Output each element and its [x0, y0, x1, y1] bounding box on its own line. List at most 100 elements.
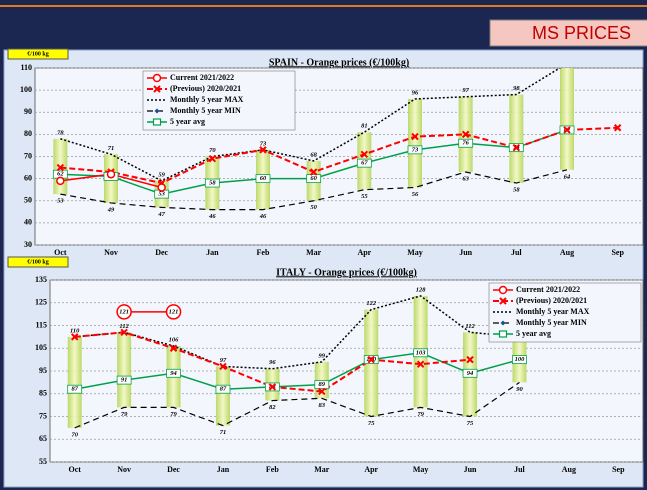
x-tick-label: Feb	[257, 248, 270, 257]
unit-label: €/100 kg	[27, 259, 49, 265]
data-label: 46	[208, 213, 216, 220]
data-label: 49	[107, 206, 115, 213]
x-tick-label: Aug	[560, 248, 574, 257]
x-tick-label: Oct	[68, 465, 81, 474]
marker	[152, 73, 162, 83]
marker	[154, 108, 160, 114]
marker	[498, 330, 508, 338]
x-tick-label: Sep	[612, 465, 625, 474]
marker	[259, 146, 267, 154]
marker	[268, 383, 277, 391]
x-tick-label: Sep	[611, 248, 624, 257]
marker	[461, 130, 470, 139]
data-label: 76	[462, 140, 469, 147]
range-bar	[215, 366, 230, 426]
label-box	[67, 384, 83, 394]
x-tick-label: Mar	[306, 248, 322, 257]
legend-label: Monthly 5 year MIN	[170, 106, 241, 115]
data-label: 122	[366, 300, 377, 307]
marker	[499, 297, 507, 305]
marker	[500, 320, 506, 326]
data-label: 60	[260, 175, 267, 182]
data-label: 75	[368, 420, 375, 427]
data-label: 112	[465, 323, 475, 330]
data-label: 106	[169, 336, 180, 343]
marker	[411, 132, 419, 141]
y-tick-label: 85	[39, 389, 47, 398]
data-label: 90	[516, 386, 523, 393]
x-tick-label: Jul	[511, 248, 522, 257]
data-label: 97	[462, 87, 469, 94]
marker	[309, 168, 318, 176]
marker	[563, 126, 571, 134]
data-label: 94	[170, 370, 177, 377]
marker	[360, 150, 369, 158]
y-tick-label: 30	[24, 240, 32, 249]
label-box	[204, 178, 220, 188]
plot: 78 71 59 70 73 68 81 96 97 98 53 49 47 46 46 50 55 56 63 58…	[52, 68, 622, 220]
legend-box	[142, 70, 296, 131]
data-label: 121	[169, 308, 179, 315]
marker	[219, 362, 227, 371]
legend-label: Monthly 5 year MAX	[170, 95, 244, 104]
y-tick-label: 60	[24, 173, 32, 182]
data-label: 50	[310, 204, 317, 211]
y-tick-label: 125	[35, 298, 47, 307]
data-label: 91	[121, 377, 128, 384]
unit-box	[7, 256, 69, 268]
legend-label: 5 year avg	[516, 329, 551, 338]
legend-box	[488, 282, 642, 343]
marker	[169, 344, 178, 352]
data-label: 70	[71, 431, 78, 438]
data-label: 53	[158, 191, 165, 198]
series-line	[74, 295, 520, 370]
x-tick-label: Jun	[459, 248, 472, 257]
legend-label: Monthly 5 year MIN	[516, 318, 587, 327]
label-box	[116, 375, 132, 385]
data-label: 121	[119, 308, 129, 315]
data-label: 97	[220, 357, 227, 364]
data-label: 73	[412, 146, 419, 153]
label-box	[356, 158, 372, 168]
chart-title: SPAIN - Orange prices (€/100kg)	[269, 57, 409, 68]
marker	[416, 360, 425, 368]
range-bar	[408, 98, 422, 188]
y-tick-label: 110	[20, 63, 32, 72]
x-tick-label: Jul	[514, 465, 525, 474]
data-label: 87	[220, 386, 227, 393]
data-label: 75	[467, 420, 474, 427]
data-label: 62	[57, 171, 64, 178]
x-tick-label: Jun	[464, 465, 477, 474]
y-tick-label: 80	[24, 129, 32, 138]
y-tick-label: 55	[39, 457, 47, 466]
marker	[367, 355, 375, 364]
label-box	[314, 380, 330, 390]
y-tick-label: 65	[39, 434, 47, 443]
data-label: 103	[416, 349, 427, 356]
marker	[106, 169, 116, 179]
range-bar	[560, 68, 574, 170]
marker	[318, 387, 326, 396]
label-box	[512, 355, 527, 365]
legend-label: Current 2021/2022	[516, 285, 580, 294]
label-box	[306, 174, 322, 184]
data-label: 79	[121, 411, 128, 418]
data-label: 46	[259, 213, 267, 220]
unit-box	[7, 48, 69, 60]
x-tick-label: Jan	[206, 248, 219, 257]
y-tick-label: 95	[39, 366, 47, 375]
data-label: 96	[412, 89, 419, 96]
data-label: 112	[119, 323, 129, 330]
data-label: 68	[310, 151, 317, 158]
marker	[120, 328, 128, 337]
x-tick-label: Apr	[364, 465, 378, 474]
data-label: 60	[310, 175, 317, 182]
x-tick-label: Jan	[217, 465, 230, 474]
legend-label: Monthly 5 year MAX	[516, 307, 590, 316]
chart-title: ITALY - Orange prices (€/100kg)	[276, 267, 417, 278]
data-label: 100	[515, 356, 526, 363]
range-bar	[509, 94, 524, 184]
marker	[56, 163, 65, 172]
x-tick-label: Feb	[266, 465, 279, 474]
